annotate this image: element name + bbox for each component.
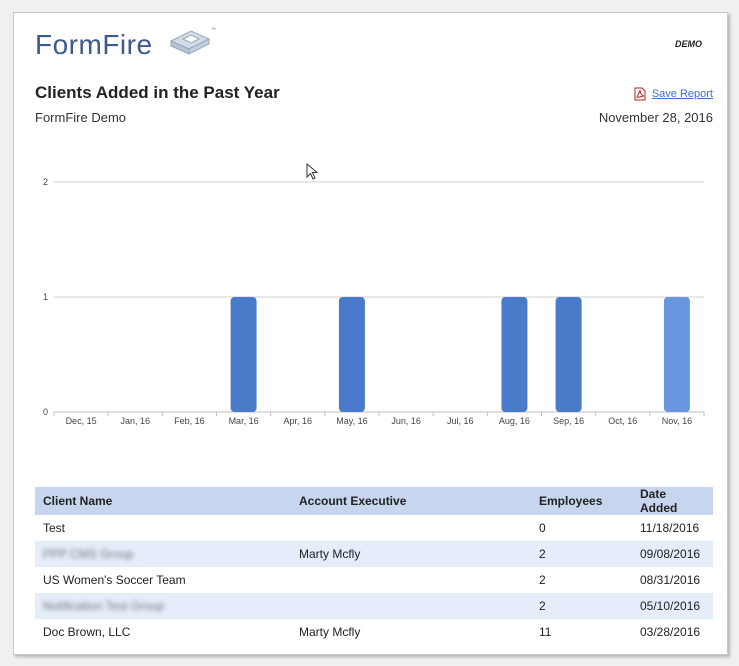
- client-name-cell-text: PPP CMS Group: [43, 547, 134, 561]
- column-header-account-executive[interactable]: Account Executive: [291, 487, 531, 515]
- client-name-cell-text: Test: [43, 521, 66, 535]
- date-added-cell: 03/28/2016: [632, 619, 713, 645]
- report-title: Clients Added in the Past Year: [35, 83, 280, 102]
- employees-cell: 2: [531, 567, 632, 593]
- date-added-cell: 09/08/2016: [632, 541, 713, 567]
- employees-cell-text: 0: [539, 521, 546, 535]
- x-tick-label: Jan, 16: [120, 416, 150, 426]
- client-name-cell: Test: [35, 515, 291, 541]
- date-added-cell-text: 03/28/2016: [640, 625, 701, 639]
- chart-bar[interactable]: [555, 297, 582, 412]
- employees-cell: 0: [531, 515, 632, 541]
- client-name-cell-text: US Women's Soccer Team: [43, 573, 186, 587]
- x-tick-label: Jun, 16: [391, 416, 421, 426]
- y-tick-label: 1: [43, 292, 48, 302]
- account-executive-cell-text: Marty Mcfly: [299, 625, 361, 639]
- column-header-employees[interactable]: Employees: [531, 487, 632, 515]
- employees-cell-text: 2: [539, 573, 546, 587]
- date-added-cell-text: 11/18/2016: [640, 521, 700, 535]
- x-tick-label: Oct, 16: [608, 416, 637, 426]
- account-executive-cell: [291, 515, 531, 541]
- chart-bar[interactable]: [338, 297, 365, 412]
- client-name-cell: Notification Test Group: [35, 593, 291, 619]
- client-name-cell-text: Doc Brown, LLC: [43, 625, 131, 639]
- x-tick-label: Sep, 16: [553, 416, 584, 426]
- clients-table: Client Name Account Executive Employees …: [35, 487, 713, 645]
- chart-bar[interactable]: [230, 297, 257, 412]
- x-tick-label: Jul, 16: [447, 416, 474, 426]
- table-row[interactable]: US Women's Soccer Team 2 08/31/2016: [35, 567, 713, 593]
- report-subtitle: FormFire Demo: [35, 110, 127, 125]
- table-header-row: Client Name Account Executive Employees …: [35, 487, 713, 515]
- date-added-cell: 11/18/2016: [632, 515, 713, 541]
- table-row[interactable]: PPP CMS Group Marty Mcfly 2 09/08/2016: [35, 541, 713, 567]
- employees-cell-text: 2: [539, 599, 546, 613]
- y-tick-label: 0: [43, 407, 48, 417]
- logo-cube-icon: ™: [169, 27, 216, 55]
- pdf-icon: [634, 87, 646, 101]
- date-added-cell-text: 05/10/2016: [640, 599, 701, 613]
- table-row[interactable]: Doc Brown, LLC Marty Mcfly 11 03/28/2016: [35, 619, 713, 645]
- save-report-link[interactable]: Save Report: [634, 87, 713, 101]
- x-tick-label: Dec, 15: [66, 416, 97, 426]
- logo-wordmark: FormFire: [35, 29, 153, 60]
- employees-cell: 2: [531, 593, 632, 619]
- client-name-cell-text: Notification Test Group: [43, 599, 165, 613]
- chart-bar[interactable]: [663, 297, 690, 412]
- date-added-cell-text: 08/31/2016: [640, 573, 701, 587]
- x-tick-label: Feb, 16: [174, 416, 205, 426]
- account-executive-cell: Marty Mcfly: [291, 619, 531, 645]
- employees-cell: 2: [531, 541, 632, 567]
- report-date: November 28, 2016: [598, 110, 713, 125]
- x-tick-label: Aug, 16: [499, 416, 530, 426]
- table-row[interactable]: Test 0 11/18/2016: [35, 515, 713, 541]
- client-name-cell: US Women's Soccer Team: [35, 567, 291, 593]
- employees-cell: 11: [531, 619, 632, 645]
- account-executive-cell: [291, 593, 531, 619]
- account-executive-cell-text: Marty Mcfly: [299, 547, 361, 561]
- date-added-cell: 08/31/2016: [632, 567, 713, 593]
- demo-badge: DEMO: [675, 39, 702, 49]
- date-added-cell: 05/10/2016: [632, 593, 713, 619]
- chart-bar[interactable]: [501, 297, 528, 412]
- trademark-mark: ™: [211, 27, 216, 33]
- x-tick-label: Mar, 16: [229, 416, 259, 426]
- report-page: FormFire ™ DEMO Clients Added in the Pas…: [13, 12, 728, 655]
- x-tick-label: Apr, 16: [283, 416, 312, 426]
- clients-bar-chart: 0 1 2 Dec, 15 Jan, 16 Feb, 16 Mar, 16 Apr, 16 Ma…: [43, 177, 705, 426]
- client-name-cell: Doc Brown, LLC: [35, 619, 291, 645]
- employees-cell-text: 2: [539, 547, 546, 561]
- y-tick-label: 2: [43, 177, 48, 187]
- mouse-cursor-icon: [306, 163, 319, 180]
- save-report-label[interactable]: Save Report: [651, 88, 713, 100]
- x-tick-label: Nov, 16: [662, 416, 692, 426]
- employees-cell-text: 11: [539, 625, 552, 639]
- client-name-cell: PPP CMS Group: [35, 541, 291, 567]
- date-added-cell-text: 09/08/2016: [640, 547, 701, 561]
- account-executive-cell: Marty Mcfly: [291, 541, 531, 567]
- table-row[interactable]: Notification Test Group 2 05/10/2016: [35, 593, 713, 619]
- x-tick-label: May, 16: [336, 416, 367, 426]
- column-header-date-added[interactable]: Date Added: [632, 487, 713, 515]
- column-header-client-name[interactable]: Client Name: [35, 487, 291, 515]
- account-executive-cell: [291, 567, 531, 593]
